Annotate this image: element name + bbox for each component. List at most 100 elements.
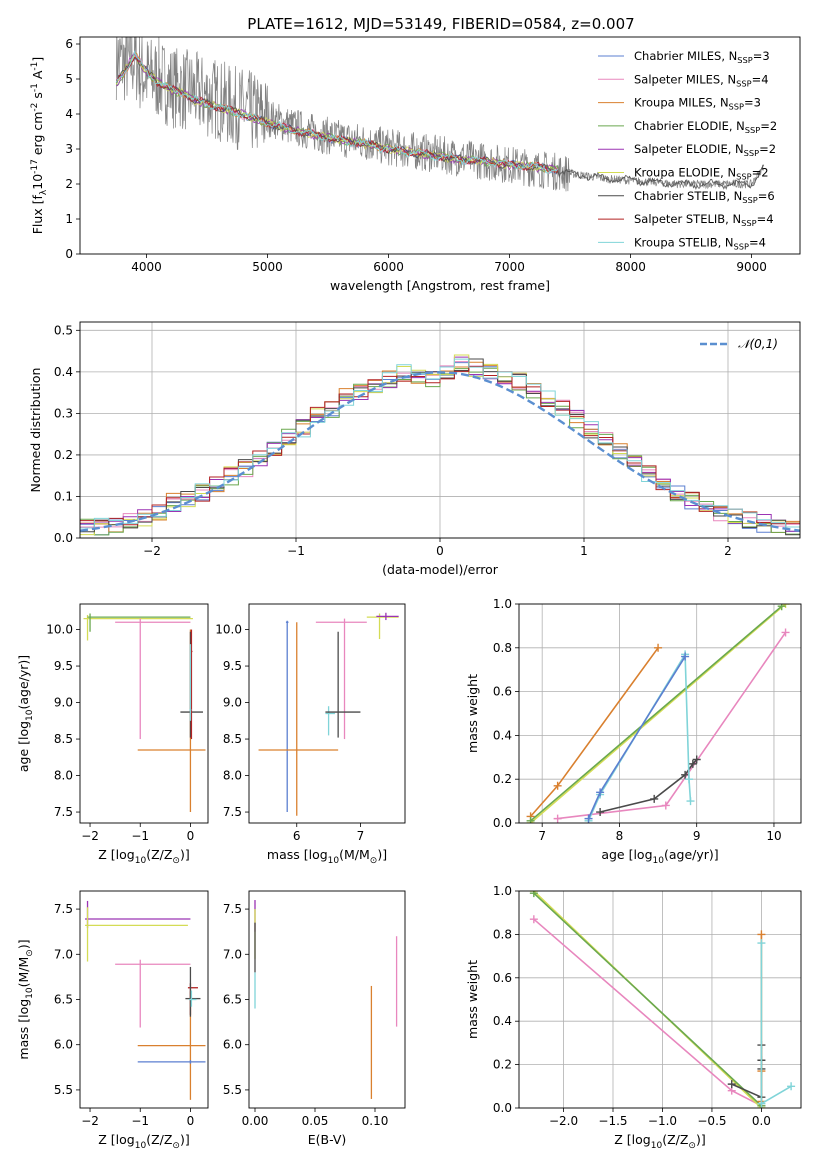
plot-area bbox=[258, 612, 399, 816]
legend-subscript: SSP bbox=[741, 218, 756, 228]
y-tick-label: 10.0 bbox=[46, 623, 73, 637]
y-tick-label: 0.3 bbox=[54, 406, 73, 420]
y-tick-label: 0.6 bbox=[493, 685, 512, 699]
x-tick-label: −2.0 bbox=[549, 1114, 578, 1128]
y-tick-label: 0.4 bbox=[493, 1014, 512, 1028]
x-tick-label: −1 bbox=[131, 1114, 149, 1128]
x-axis-label: Z [log10(Z/Z⊙)] bbox=[614, 1132, 705, 1151]
legend-suffix: =2 bbox=[759, 142, 776, 156]
label-fragment: (M/M bbox=[339, 847, 370, 862]
y-tick-label: 0.8 bbox=[493, 927, 512, 941]
label-fragment: ] bbox=[30, 57, 45, 62]
label-fragment: )] bbox=[180, 1132, 190, 1147]
legend-entry: Salpeter MILES, NSSP=4 bbox=[634, 72, 769, 88]
mass-weight-marker bbox=[681, 652, 690, 661]
x-tick-label: 7000 bbox=[494, 260, 525, 274]
label-fragment: ⊙ bbox=[370, 856, 378, 866]
y-tick-label: 5.5 bbox=[54, 1083, 73, 1097]
label-fragment: Z [log bbox=[98, 1132, 134, 1147]
label-fragment: (M/M bbox=[16, 957, 31, 988]
x-tick-label: −1.0 bbox=[648, 1114, 677, 1128]
mass-weight-line bbox=[760, 943, 792, 1106]
x-axis-label: Z [log10(Z/Z⊙)] bbox=[98, 847, 189, 866]
legend-label: Chabrier MILES, N bbox=[634, 49, 737, 63]
label-fragment: 10 bbox=[651, 1141, 663, 1151]
y-tick-label: 7.5 bbox=[223, 902, 242, 916]
label-fragment: Z [log bbox=[98, 847, 134, 862]
y-axis-label: mass weight bbox=[465, 674, 480, 753]
legend-suffix: =3 bbox=[753, 49, 770, 63]
x-tick-label: 2 bbox=[724, 544, 732, 558]
legend-entry: Salpeter STELIB, NSSP=4 bbox=[634, 212, 774, 228]
label-fragment: (Z/Z bbox=[146, 1132, 172, 1147]
model-spectrum-line bbox=[115, 57, 765, 190]
legend-subscript: SSP bbox=[744, 148, 759, 158]
label-fragment: 10 bbox=[328, 856, 340, 866]
y-tick-label: 10.0 bbox=[215, 623, 242, 637]
label-fragment: wavelength [Angstrom, rest frame] bbox=[330, 278, 550, 293]
x-tick-label: 0.0 bbox=[752, 1114, 771, 1128]
label-fragment: mass [log bbox=[267, 847, 328, 862]
mass-weight-marker bbox=[553, 781, 562, 790]
x-tick-label: 0.00 bbox=[242, 1114, 269, 1128]
label-fragment: (data-model)/error bbox=[382, 562, 499, 577]
y-axis-label: Normed distribution bbox=[28, 368, 43, 493]
y-tick-label: 0.5 bbox=[54, 323, 73, 337]
y-tick-label: 0.1 bbox=[54, 489, 73, 503]
y-tick-label: 3 bbox=[65, 142, 73, 156]
mass-weight-marker bbox=[650, 794, 659, 803]
model-spectrum-line bbox=[115, 49, 559, 174]
mass-weight-marker bbox=[727, 1080, 736, 1089]
label-fragment: age [log bbox=[16, 721, 31, 772]
y-tick-label: 7.0 bbox=[223, 947, 242, 961]
label-fragment: E(B-V) bbox=[308, 1132, 347, 1147]
mass-weight-marker bbox=[777, 604, 786, 611]
label-fragment: ⊙ bbox=[688, 1141, 696, 1151]
axes-frame bbox=[79, 321, 801, 539]
y-tick-label: 0.2 bbox=[54, 448, 73, 462]
x-tick-label: 4000 bbox=[131, 260, 162, 274]
label-fragment: ⊙ bbox=[172, 856, 180, 866]
x-tick-label: 7 bbox=[538, 829, 546, 843]
x-tick-label: 8 bbox=[616, 829, 624, 843]
x-axis-label: E(B-V) bbox=[308, 1132, 347, 1147]
legend-entry: Chabrier ELODIE, NSSP=2 bbox=[634, 119, 777, 135]
y-tick-label: 1.0 bbox=[493, 597, 512, 611]
y-axis-label: mass weight bbox=[465, 960, 480, 1039]
label-fragment: -1 bbox=[30, 62, 40, 71]
y-tick-label: 2 bbox=[65, 177, 73, 191]
x-tick-label: 8000 bbox=[615, 260, 646, 274]
legend-label: Chabrier STELIB, N bbox=[634, 189, 742, 203]
mass-weight-line bbox=[557, 632, 787, 820]
mass-weight-marker bbox=[526, 816, 535, 823]
axes-frame bbox=[248, 890, 406, 1109]
y-tick-label: 0.0 bbox=[493, 816, 512, 830]
x-tick-label: 5000 bbox=[252, 260, 283, 274]
mass-weight-marker bbox=[654, 643, 663, 652]
legend-entry: Chabrier STELIB, NSSP=6 bbox=[634, 189, 775, 205]
x-tick-label: −2 bbox=[81, 829, 99, 843]
y-axis-label: age [log10(age/yr)] bbox=[16, 655, 35, 772]
plot-area bbox=[85, 900, 206, 1100]
panel-age-vs-Z: −2 −1 07.58.08.59.09.510.0Z [log10(Z/Z⊙)]a… bbox=[16, 603, 209, 866]
figure-title: PLATE=1612, MJD=53149, FIBERID=0584, z=0… bbox=[247, 15, 634, 33]
label-fragment: s bbox=[30, 92, 45, 103]
axes-frame bbox=[79, 603, 209, 824]
axes-frame bbox=[79, 890, 209, 1109]
x-tick-label: 6 bbox=[293, 829, 301, 843]
y-tick-label: 6.5 bbox=[54, 993, 73, 1007]
label-fragment: mass weight bbox=[465, 960, 480, 1039]
legend-label: Salpeter MILES, N bbox=[634, 72, 736, 86]
x-tick-label: −1 bbox=[131, 829, 149, 843]
legend-label: Chabrier ELODIE, N bbox=[634, 119, 745, 133]
legend-suffix: =6 bbox=[758, 189, 775, 203]
legend-label: Kroupa STELIB, N bbox=[634, 235, 734, 249]
label-fragment: λ bbox=[39, 189, 49, 195]
label-fragment: mass [log bbox=[16, 999, 31, 1060]
legend-entry: Kroupa MILES, NSSP=3 bbox=[634, 96, 761, 112]
mass-weight-marker bbox=[681, 770, 690, 779]
normal-distribution-curve bbox=[80, 371, 800, 532]
y-tick-label: 7.5 bbox=[223, 805, 242, 819]
